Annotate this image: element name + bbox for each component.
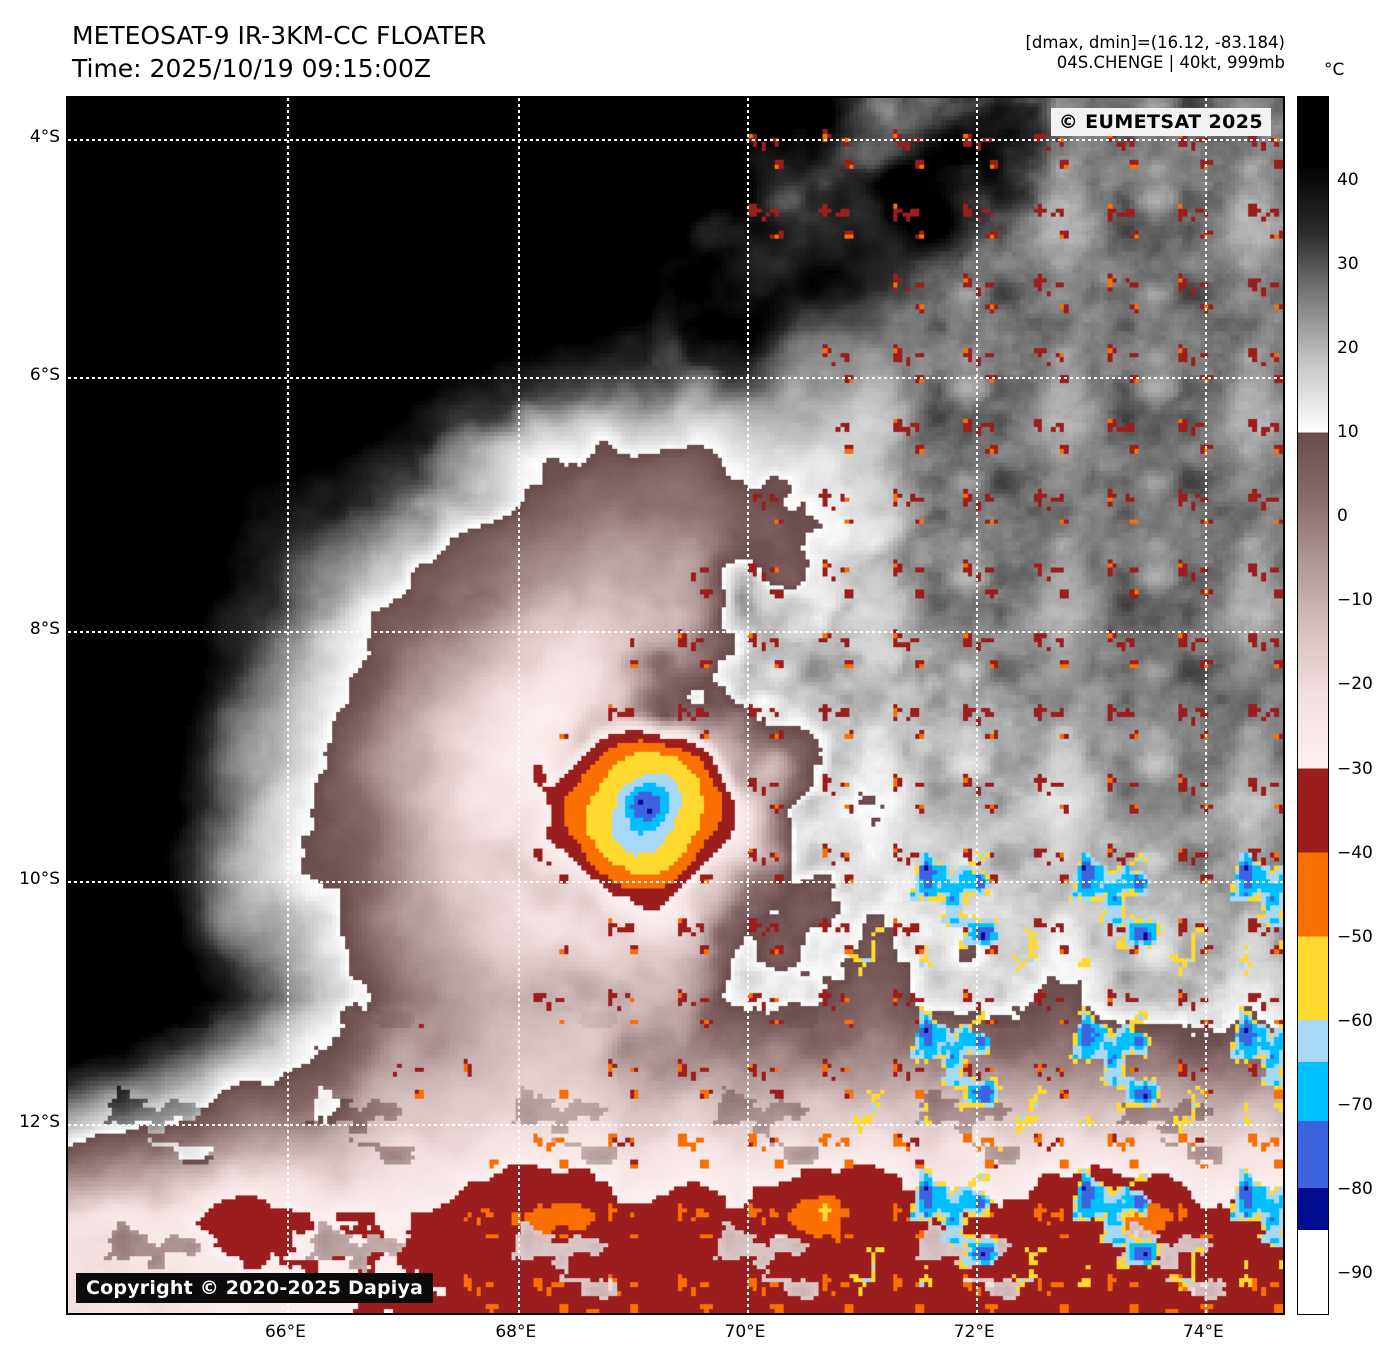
colorbar-tick-6: −20 xyxy=(1337,674,1373,695)
colorbar-tick-8: −40 xyxy=(1337,842,1373,863)
colorbar-tick-5: −10 xyxy=(1337,590,1373,611)
colorbar-unit-label: °C xyxy=(1324,60,1345,80)
y-tick-1: 6°S xyxy=(29,365,60,386)
colorbar-tick-12: −80 xyxy=(1337,1178,1373,1199)
colorbar-tick-4: 0 xyxy=(1337,506,1348,527)
temperature-colorbar[interactable] xyxy=(1297,96,1329,1315)
colorbar-tick-7: −30 xyxy=(1337,758,1373,779)
colorbar-tick-3: 10 xyxy=(1337,422,1359,443)
copyright-watermark: Copyright © 2020-2025 Dapiya xyxy=(76,1273,434,1303)
colorbar-tick-0: 40 xyxy=(1337,170,1359,191)
page-title: METEOSAT-9 IR-3KM-CC FLOATER xyxy=(72,21,487,50)
colorbar-tick-1: 30 xyxy=(1337,254,1359,275)
x-tick-3: 72°E xyxy=(953,1322,995,1342)
title-block: METEOSAT-9 IR-3KM-CC FLOATER Time: 2025/… xyxy=(72,20,486,85)
metadata-block: [dmax, dmin]=(16.12, -83.184) 04S.CHENGE… xyxy=(1026,33,1286,73)
colorbar-tick-9: −50 xyxy=(1337,926,1373,947)
y-tick-0: 4°S xyxy=(29,127,60,148)
colorbar-tick-2: 20 xyxy=(1337,338,1359,359)
x-tick-4: 74°E xyxy=(1182,1322,1224,1342)
eumetsat-watermark: © EUMETSAT 2025 xyxy=(1050,108,1271,136)
x-tick-2: 70°E xyxy=(724,1322,766,1342)
colorbar-tick-10: −60 xyxy=(1337,1010,1373,1031)
colorbar-tick-13: −90 xyxy=(1337,1262,1373,1283)
dmax-dmin-label: [dmax, dmin]=(16.12, -83.184) xyxy=(1025,33,1286,52)
ir-brightness-temperature-raster xyxy=(68,98,1283,1313)
y-tick-4: 12°S xyxy=(19,1112,60,1133)
x-tick-0: 66°E xyxy=(264,1322,306,1342)
satellite-map-plot[interactable]: © EUMETSAT 2025 Copyright © 2020-2025 Da… xyxy=(66,96,1285,1315)
colorbar-tick-11: −70 xyxy=(1337,1094,1373,1115)
storm-info-label: 04S.CHENGE | 40kt, 999mb xyxy=(1056,53,1285,73)
timestamp-line: Time: 2025/10/19 09:15:00Z xyxy=(72,53,431,83)
colorbar-gradient xyxy=(1298,97,1328,1314)
y-tick-2: 8°S xyxy=(29,618,60,639)
y-tick-3: 10°S xyxy=(19,868,60,889)
x-tick-1: 68°E xyxy=(495,1322,537,1342)
